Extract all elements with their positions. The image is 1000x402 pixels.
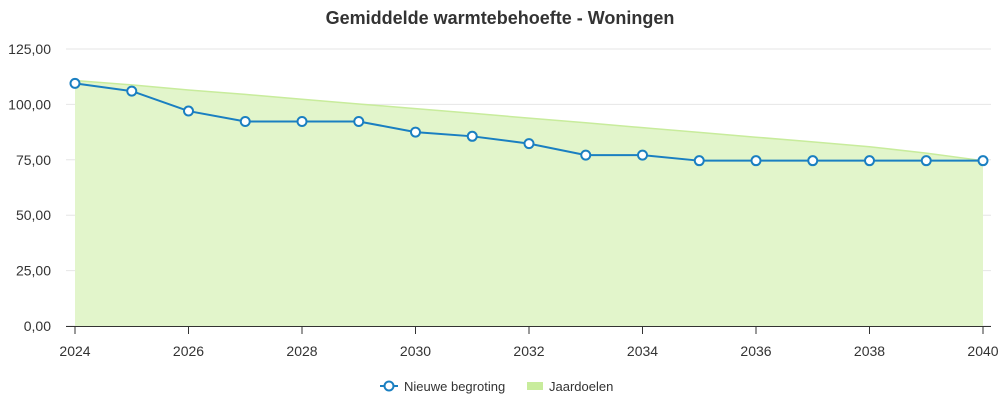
x-tick-label: 2026 [173,343,204,359]
legend-area-swatch [527,382,543,390]
legend-label-jaardoelen: Jaardoelen [549,379,613,394]
data-point[interactable] [239,115,251,127]
data-point[interactable] [864,155,875,167]
y-tick-label: 75,00 [16,152,51,168]
x-tick-label: 2032 [513,343,544,359]
data-point[interactable] [353,115,365,127]
y-tick-label: 25,00 [16,263,51,279]
data-point[interactable] [183,105,194,117]
data-point[interactable] [750,155,762,167]
y-tick-label: 50,00 [16,207,51,223]
data-point[interactable] [580,149,592,161]
data-point[interactable] [466,130,478,142]
y-axis-labels: 0,00 25,00 50,00 75,00 100,00 125,00 [8,41,51,334]
x-tick-label: 2036 [740,343,771,359]
data-point[interactable] [296,115,308,127]
x-tick-label: 2040 [967,343,998,359]
y-tick-label: 100,00 [8,96,51,112]
line-layer [69,77,989,167]
legend-item-jaardoelen[interactable]: Jaardoelen [527,379,613,394]
x-tick-label: 2030 [400,343,431,359]
data-point[interactable] [410,126,421,138]
data-point[interactable] [637,149,648,161]
data-point[interactable] [126,85,138,97]
x-axis-labels: 2024 2026 2028 2030 2032 2034 2036 2038 2040 [59,343,998,359]
data-point[interactable] [977,155,989,167]
chart-title: Gemiddelde warmtebehoefte - Woningen [326,8,675,28]
area-jaardoelen-top [74,79,984,162]
y-tick-label: 125,00 [8,41,51,57]
data-point[interactable] [693,155,705,167]
legend-marker-swatch [383,380,395,392]
data-point[interactable] [523,138,535,150]
x-tick-label: 2028 [286,343,317,359]
legend-item-nieuwe-begroting[interactable]: Nieuwe begroting [380,379,505,394]
legend: Nieuwe begroting Jaardoelen [380,379,613,394]
data-point[interactable] [920,155,932,167]
area-jaardoelen [75,80,983,327]
x-tick-label: 2034 [627,343,658,359]
x-tick-label: 2038 [854,343,885,359]
axes [66,326,991,334]
area-layer [74,79,984,327]
x-tick-label: 2024 [59,343,90,359]
data-point[interactable] [807,155,819,167]
legend-label-nieuwe-begroting: Nieuwe begroting [404,379,505,394]
data-point[interactable] [69,77,81,89]
y-tick-label: 0,00 [24,318,51,334]
